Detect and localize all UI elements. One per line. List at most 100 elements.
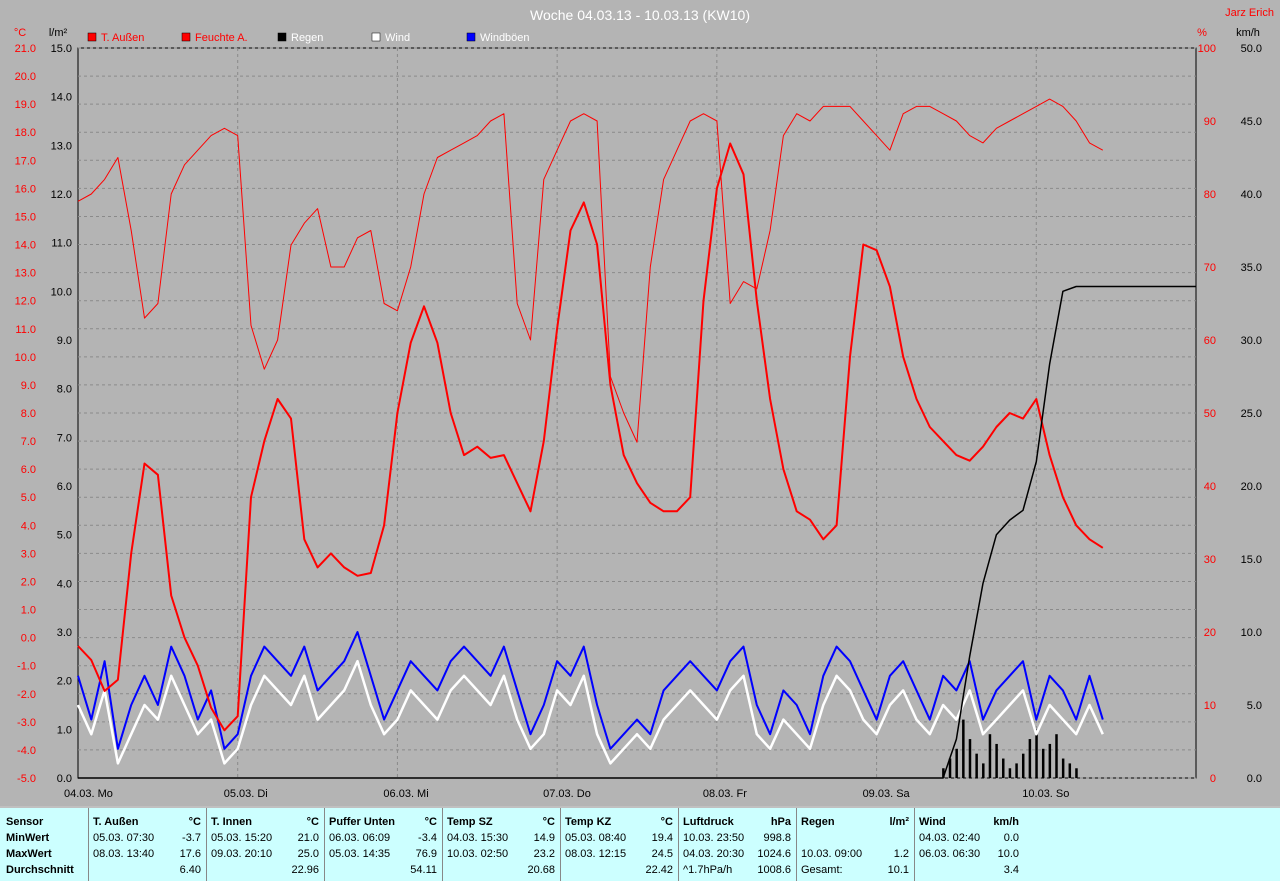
- x-tick-label: 06.03. Mi: [383, 788, 428, 800]
- stats-cell-right: 54.11: [410, 864, 437, 876]
- temp-tick-label: -4.0: [17, 745, 36, 757]
- stats-cell-right: 3.4: [1003, 864, 1019, 876]
- rain-bar: [955, 748, 958, 778]
- stats-avg: ^1.7hPa/h 1008.6: [683, 862, 791, 878]
- x-tick-label: 08.03. Fr: [703, 788, 747, 800]
- wind-tick-label: 30.0: [1241, 335, 1262, 347]
- temp-tick-label: 11.0: [15, 324, 36, 336]
- rain-bar: [1035, 729, 1038, 778]
- stats-cell-right: km/h: [993, 816, 1019, 828]
- stats-column: Temp SZ °C 04.03. 15:30 14.9 10.03. 02:50 23.…: [442, 808, 561, 881]
- rain-tick-label: 13.0: [51, 140, 72, 152]
- stats-min: 05.03. 07:30 -3.7: [93, 830, 201, 846]
- temp-tick-label: 3.0: [21, 548, 36, 560]
- temp-tick-label: -3.0: [17, 717, 36, 729]
- temp-tick-label: 8.0: [21, 408, 36, 420]
- stats-max: 10.03. 09:00 1.2: [801, 846, 909, 862]
- stats-header: Wind km/h: [919, 814, 1019, 830]
- humidity-tick-label: 50: [1204, 408, 1216, 420]
- rain-tick-label: 5.0: [57, 530, 72, 542]
- series-line-windben: [77, 631, 1104, 750]
- stats-avg: 54.11: [329, 862, 437, 878]
- temp-tick-label: 19.0: [15, 99, 36, 111]
- rain-bar: [1008, 768, 1012, 778]
- stats-column: T. Innen °C 05.03. 15:20 21.0 09.03. 20:10 25…: [206, 808, 325, 881]
- stats-cell-left: 05.03. 08:40: [565, 832, 627, 844]
- row-label-sensor: Sensor: [6, 816, 44, 828]
- temp-tick-label: 4.0: [21, 520, 36, 532]
- row-label-min: MinWert: [6, 832, 50, 844]
- stats-max: 05.03. 14:35 76.9: [329, 846, 437, 862]
- stats-cell-right: °C: [660, 816, 673, 828]
- rain-bar: [975, 753, 978, 778]
- temp-tick-label: 20.0: [15, 71, 36, 83]
- series-line-tauen: [77, 142, 1104, 732]
- stats-cell-left: Regen: [801, 816, 835, 828]
- stats-cell-left: T. Innen: [211, 816, 252, 828]
- stats-cell-right: l/m²: [889, 816, 909, 828]
- stats-cell-left: 10.03. 23:50: [683, 832, 745, 844]
- rain-tick-label: 14.0: [51, 92, 72, 104]
- stats-avg: 22.42: [565, 862, 673, 878]
- legend-swatch: [466, 32, 476, 42]
- stats-cell-left: 04.03. 15:30: [447, 832, 509, 844]
- stats-cell-right: °C: [424, 816, 437, 828]
- rain-bar: [995, 743, 998, 778]
- stats-cell-left: 10.03. 09:00: [801, 848, 863, 860]
- x-tick-label: 10.03. So: [1022, 788, 1069, 800]
- wind-tick-label: 15.0: [1241, 554, 1262, 566]
- wind-tick-label: 20.0: [1241, 481, 1262, 493]
- stats-avg: Gesamt: 10.1: [801, 862, 909, 878]
- temp-tick-label: 5.0: [21, 492, 36, 504]
- stats-cell-right: 20.68: [527, 864, 555, 876]
- stats-max: 09.03. 20:10 25.0: [211, 846, 319, 862]
- stats-cell-right: 17.6: [179, 848, 201, 860]
- stats-column: Wind km/h 04.03. 02:40 0.0 06.03. 06:30 10.0 3…: [914, 808, 1025, 881]
- stats-header: Luftdruck hPa: [683, 814, 791, 830]
- rain-bar: [1075, 768, 1078, 778]
- rain-tick-label: 12.0: [51, 189, 72, 201]
- rain-tick-label: 4.0: [57, 578, 72, 590]
- stats-cell-left: 06.03. 06:30: [919, 848, 981, 860]
- stats-cell-right: 22.42: [645, 864, 673, 876]
- humidity-axis-unit: %: [1197, 27, 1207, 39]
- temp-axis-unit: °C: [14, 27, 26, 39]
- stats-cell-right: 24.5: [651, 848, 673, 860]
- series-line-wind: [76, 659, 1104, 765]
- stats-header: Temp KZ °C: [565, 814, 673, 830]
- stats-cell-right: -3.7: [182, 832, 201, 844]
- temp-tick-label: 7.0: [21, 436, 36, 448]
- temp-tick-label: -2.0: [17, 689, 36, 701]
- legend-swatch: [87, 32, 97, 42]
- wind-tick-label: 50.0: [1241, 43, 1262, 55]
- stats-min: 06.03. 06:09 -3.4: [329, 830, 437, 846]
- temp-tick-label: 16.0: [15, 183, 36, 195]
- stats-avg: 6.40: [93, 862, 201, 878]
- stats-cell-right: °C: [306, 816, 319, 828]
- stats-cell-left: 09.03. 20:10: [211, 848, 273, 860]
- axes: -5.0 -4.0 -3.0 -2.0 -1.0 0.0 1.0 2.0 3.0 4.0 5.0 6.…: [15, 43, 1262, 800]
- rain-tick-label: 15.0: [51, 43, 72, 55]
- rain-bars: [942, 719, 1078, 778]
- author-label: Jarz Erich: [1225, 7, 1274, 19]
- stats-cell-right: -3.4: [418, 832, 437, 844]
- humidity-tick-label: 20: [1204, 627, 1216, 639]
- stats-cell-left: Wind: [919, 816, 946, 828]
- stats-header: Regen l/m²: [801, 814, 909, 830]
- rain-bar: [1061, 758, 1065, 778]
- legend-swatch: [371, 32, 381, 42]
- wind-tick-label: 45.0: [1241, 116, 1262, 128]
- temp-tick-label: -1.0: [17, 661, 36, 673]
- stats-cell-right: hPa: [770, 816, 791, 828]
- humidity-tick-label: 10: [1204, 700, 1216, 712]
- stats-row-labels: Sensor MinWert MaxWert Durchschnitt: [0, 808, 88, 881]
- stats-cell-right: 10.1: [887, 864, 909, 876]
- temp-tick-label: 9.0: [21, 380, 36, 392]
- temp-tick-label: 15.0: [15, 211, 36, 223]
- stats-panel: Sensor MinWert MaxWert Durchschnitt T. A…: [0, 808, 1280, 881]
- stats-cell-right: 998.8: [763, 832, 791, 844]
- temp-tick-label: 17.0: [15, 155, 36, 167]
- wind-tick-label: 10.0: [1241, 627, 1262, 639]
- stats-cell-left: Puffer Unten: [329, 816, 395, 828]
- stats-cell-right: 6.40: [179, 864, 201, 876]
